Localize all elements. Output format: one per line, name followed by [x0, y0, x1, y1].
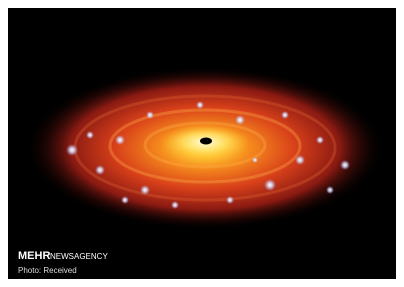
black-hole — [200, 138, 212, 145]
credit: Photo: Received — [18, 266, 77, 275]
brand: MEHR — [18, 250, 50, 262]
agency: NEWSAGENCY — [50, 252, 108, 261]
page: MEHR NEWSAGENCY Photo: Received (() => {… — [0, 0, 404, 287]
photo: MEHR NEWSAGENCY Photo: Received — [0, 0, 404, 287]
